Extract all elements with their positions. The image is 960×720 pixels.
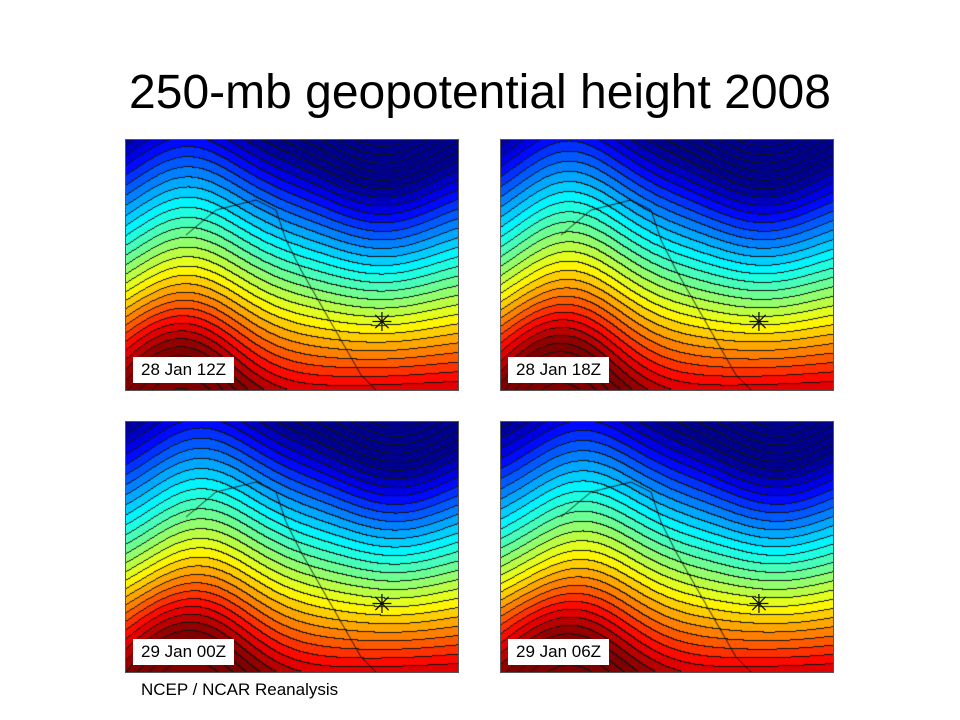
asterisk-location-marker-icon: ✳ — [371, 308, 393, 338]
panel-timestamp: 29 Jan 06Z — [508, 639, 610, 665]
panel-timestamp: 28 Jan 18Z — [508, 357, 610, 383]
asterisk-location-marker-icon: ✳ — [748, 590, 770, 620]
slide-title: 250-mb geopotential height 2008 — [129, 66, 831, 119]
asterisk-location-marker-icon: ✳ — [748, 308, 770, 338]
panel-timestamp: 28 Jan 12Z — [133, 357, 235, 383]
map-panel-29-jan-00z: ✳ 29 Jan 00Z — [125, 421, 459, 673]
panel-timestamp: 29 Jan 00Z — [133, 639, 235, 665]
map-panel-29-jan-06z: ✳ 29 Jan 06Z — [500, 421, 834, 673]
map-panel-28-jan-12z: ✳ 28 Jan 12Z — [125, 139, 459, 391]
map-panel-28-jan-18z: ✳ 28 Jan 18Z — [500, 139, 834, 391]
geopotential-height-map — [501, 422, 833, 672]
geopotential-height-map — [126, 140, 458, 390]
geopotential-height-map — [126, 422, 458, 672]
asterisk-location-marker-icon: ✳ — [371, 590, 393, 620]
data-source-credit: NCEP / NCAR Reanalysis — [141, 680, 339, 699]
geopotential-height-map — [501, 140, 833, 390]
